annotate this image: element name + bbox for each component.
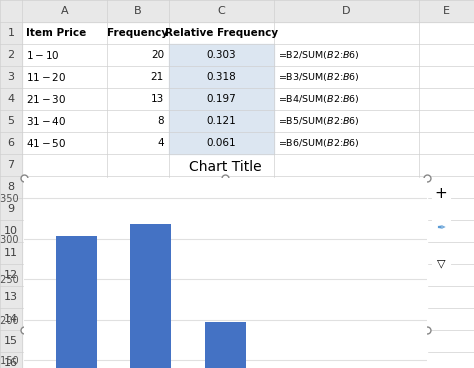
Text: $1 - $10: $1 - $10: [26, 49, 60, 61]
Text: 10: 10: [4, 226, 18, 236]
Text: 16: 16: [4, 358, 18, 368]
Text: 20: 20: [151, 50, 164, 60]
Text: $21 - $30: $21 - $30: [26, 93, 66, 105]
Text: 8: 8: [8, 182, 15, 192]
Text: 0.303: 0.303: [207, 50, 237, 60]
Text: 13: 13: [4, 292, 18, 302]
Bar: [169, 88, 274, 110]
Text: 7: 7: [8, 160, 15, 170]
Bar: [169, 110, 274, 132]
Bar: [169, 132, 274, 154]
Text: $11 - $20: $11 - $20: [26, 71, 66, 83]
Text: 21: 21: [151, 72, 164, 82]
Text: A: A: [61, 6, 68, 16]
Text: Item Price: Item Price: [26, 28, 86, 38]
Bar: [169, 66, 274, 88]
Text: E: E: [443, 6, 450, 16]
Text: B: B: [134, 6, 142, 16]
Text: =B4/SUM($B$2:$B$6): =B4/SUM($B$2:$B$6): [278, 93, 360, 105]
Text: D: D: [342, 6, 351, 16]
Text: 13: 13: [151, 94, 164, 104]
Bar: [432, 219, 450, 237]
Text: 0.197: 0.197: [207, 94, 237, 104]
Text: =B6/SUM($B$2:$B$6): =B6/SUM($B$2:$B$6): [278, 137, 360, 149]
Bar: [56, 236, 97, 368]
Text: 3: 3: [8, 72, 15, 82]
Text: ✒: ✒: [436, 223, 446, 233]
Text: 15: 15: [4, 336, 18, 346]
Bar: [0, 0, 22, 22]
Text: 6: 6: [8, 138, 15, 148]
Text: 4: 4: [157, 138, 164, 148]
Bar: [24, 178, 427, 368]
Text: 1: 1: [8, 28, 15, 38]
Text: 8: 8: [157, 116, 164, 126]
Bar: [432, 184, 450, 202]
Text: C: C: [218, 6, 225, 16]
Bar: [130, 224, 172, 368]
Text: 0.061: 0.061: [207, 138, 237, 148]
Bar: [205, 322, 246, 368]
Text: 0.121: 0.121: [207, 116, 237, 126]
Text: 9: 9: [8, 204, 15, 214]
Text: Frequency: Frequency: [108, 28, 169, 38]
Text: =B3/SUM($B$2:$B$6): =B3/SUM($B$2:$B$6): [278, 71, 360, 83]
Text: 2: 2: [8, 50, 15, 60]
Text: Relative Frequency: Relative Frequency: [165, 28, 278, 38]
Text: 4: 4: [8, 94, 15, 104]
Bar: [432, 254, 450, 272]
Bar: [0, 0, 22, 368]
Bar: [169, 44, 274, 66]
Text: =B5/SUM($B$2:$B$6): =B5/SUM($B$2:$B$6): [278, 115, 360, 127]
Text: 14: 14: [4, 314, 18, 324]
Text: ▽: ▽: [437, 258, 445, 268]
Text: =B2/SUM($B$2:$B$6): =B2/SUM($B$2:$B$6): [278, 49, 360, 61]
Text: 5: 5: [8, 116, 15, 126]
Text: $41 - $50: $41 - $50: [26, 137, 66, 149]
Bar: [0, 0, 474, 22]
Text: 12: 12: [4, 270, 18, 280]
Text: 0.318: 0.318: [207, 72, 237, 82]
Text: +: +: [435, 185, 447, 201]
Title: Chart Title: Chart Title: [189, 160, 262, 174]
Text: $31 - $40: $31 - $40: [26, 115, 66, 127]
Text: 11: 11: [4, 248, 18, 258]
